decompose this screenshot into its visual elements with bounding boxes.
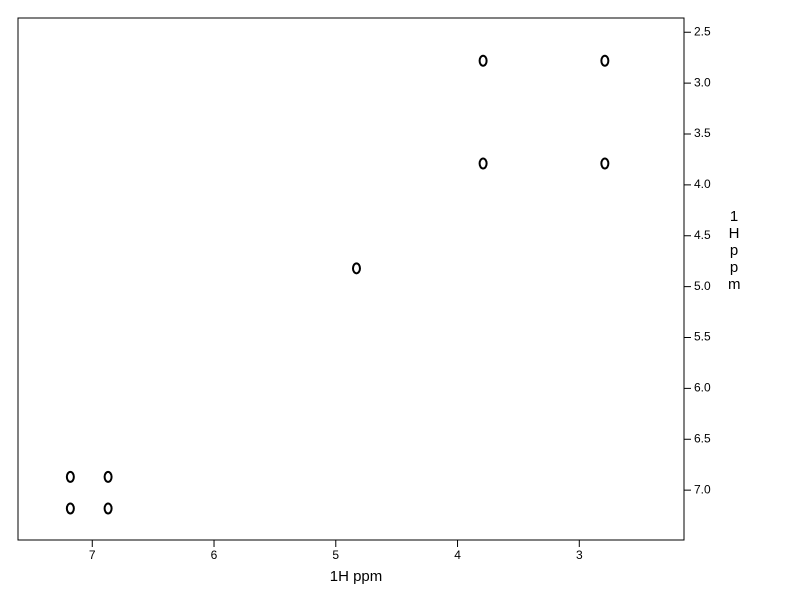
x-tick-label: 3	[576, 548, 583, 562]
x-tick-label: 4	[454, 548, 461, 562]
peak	[600, 54, 610, 67]
y-tick-label: 6.0	[694, 381, 711, 395]
y-tick-label: 7.0	[694, 482, 711, 496]
peak	[351, 262, 361, 275]
peak	[65, 502, 75, 515]
x-tick-label: 5	[332, 548, 339, 562]
peak	[478, 54, 488, 67]
y-tick-label: 5.5	[694, 330, 711, 344]
plot-frame	[17, 17, 685, 541]
peak	[65, 470, 75, 483]
y-tick-label: 4.5	[694, 228, 711, 242]
peak	[478, 157, 488, 170]
peak	[600, 157, 610, 170]
peak	[103, 470, 113, 483]
y-tick-label: 5.0	[694, 279, 711, 293]
x-axis-label: 1H ppm	[330, 568, 383, 585]
y-tick-label: 3.5	[694, 126, 711, 140]
y-tick-label: 3.0	[694, 75, 711, 89]
y-axis-label: 1H ppm	[728, 208, 744, 293]
peak	[103, 502, 113, 515]
y-tick-label: 6.5	[694, 431, 711, 445]
x-tick-label: 7	[89, 548, 96, 562]
y-tick-label: 2.5	[694, 24, 711, 38]
y-tick-label: 4.0	[694, 177, 711, 191]
x-tick-label: 6	[211, 548, 218, 562]
